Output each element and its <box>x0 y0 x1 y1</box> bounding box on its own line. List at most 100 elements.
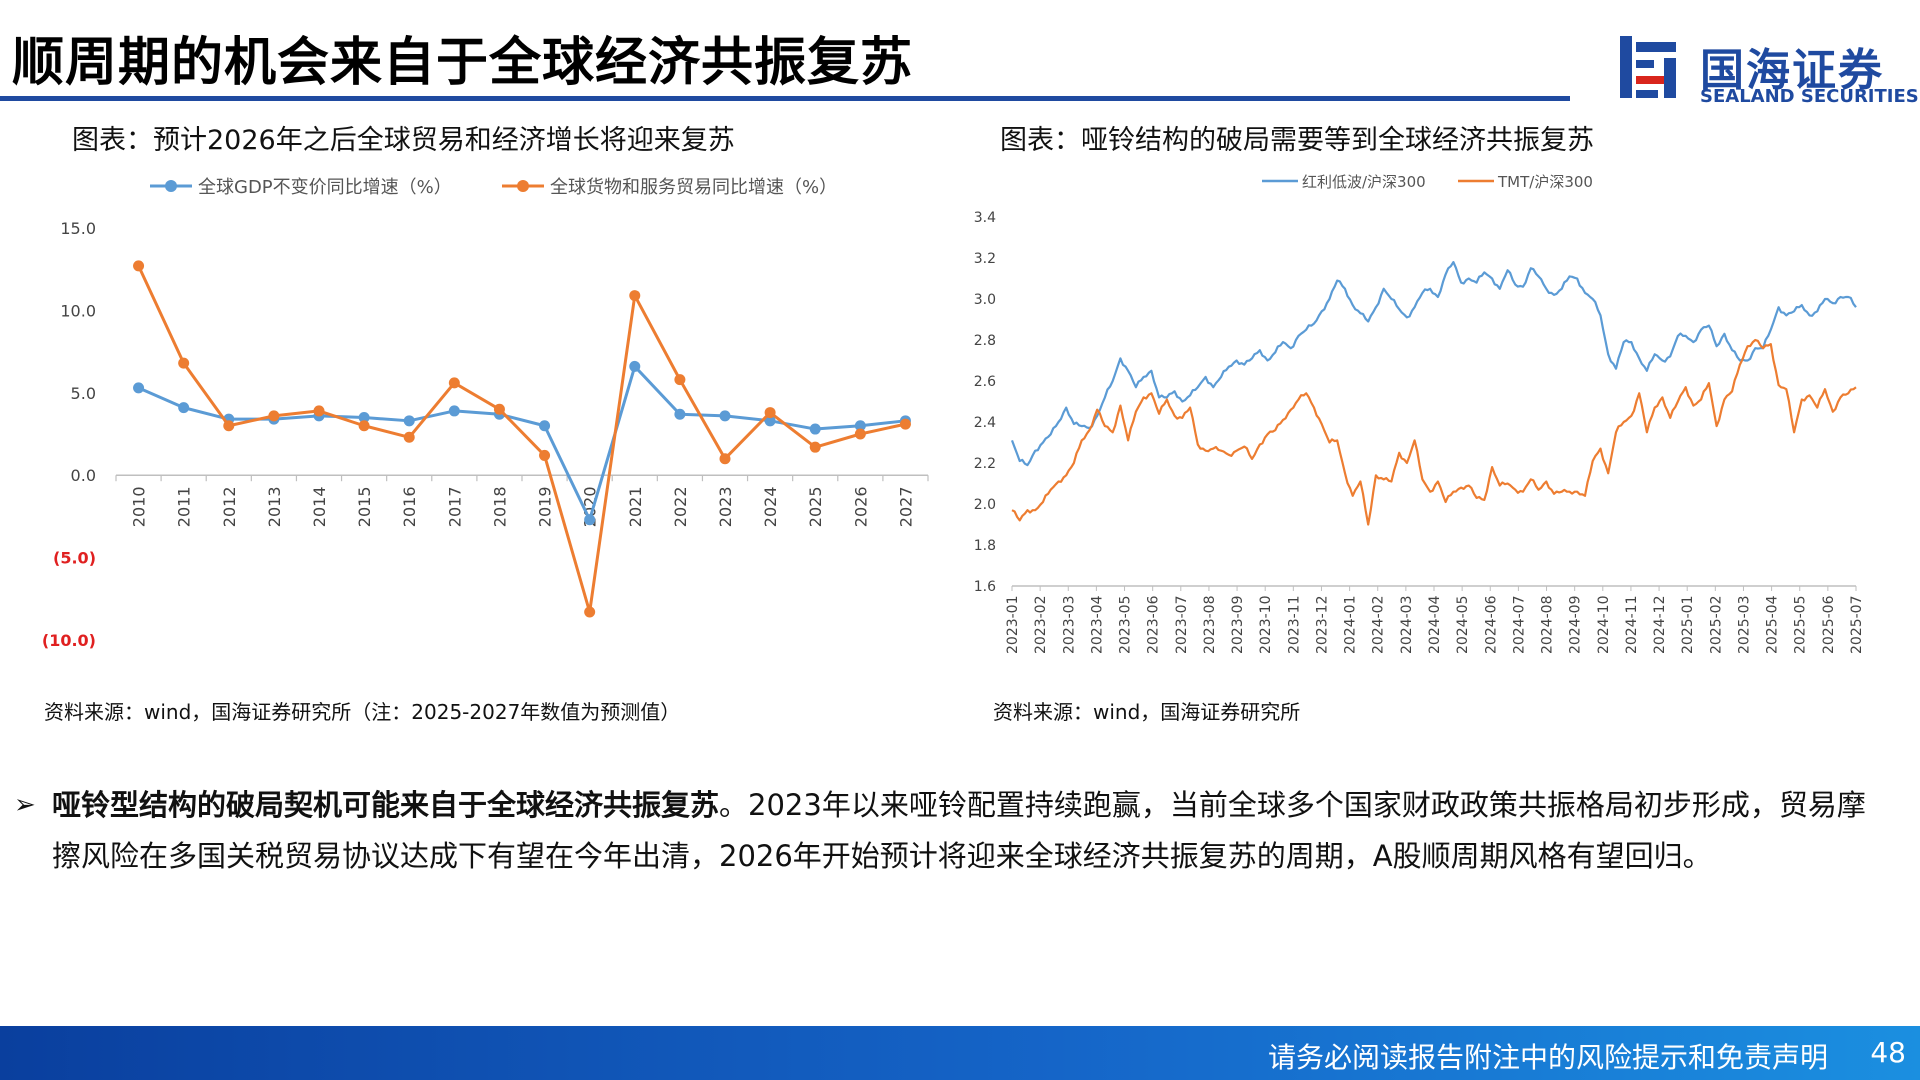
y-tick-label: 0.0 <box>71 466 96 485</box>
series-line-0 <box>137 364 906 522</box>
y-tick-label: (10.0) <box>42 631 96 650</box>
right-chart-source: 资料来源：wind，国海证券研究所 <box>993 700 1301 724</box>
x-tick-label: 2011 <box>175 486 194 527</box>
x-tick-label: 2024-01 <box>1343 596 1359 655</box>
x-tick-label: 2019 <box>536 486 555 527</box>
legend-label-0: 红利低波/沪深300 <box>1302 173 1426 191</box>
x-tick-label: 2024-02 <box>1371 596 1387 655</box>
legend-label-0: 全球GDP不变价同比增速（%） <box>198 177 452 198</box>
dumbbell-ratio-chart: 红利低波/沪深300 TMT/沪深300 3.4 3.2 3.0 2.8 2.6 2.4 2.2… <box>974 173 1865 655</box>
x-tick-label: 2023-10 <box>1258 596 1274 655</box>
y-tick-label: 1.6 <box>974 579 996 595</box>
x-tick-label: 2023-01 <box>1005 596 1021 655</box>
bullet-body-text: 。2023年以来哑铃配置持续跑赢，当前全球多个国家财政政策共振格局初步形成，贸易… <box>52 788 1866 873</box>
series-line-1 <box>1011 338 1857 526</box>
x-tick-label: 2025-04 <box>1765 595 1781 654</box>
x-tick-label: 2025-06 <box>1821 595 1837 654</box>
data-point-1 <box>539 449 551 461</box>
data-point-1 <box>899 418 911 430</box>
page-title: 顺周期的机会来自于全球经济共振复苏 <box>12 33 914 93</box>
y-tick-label: 3.0 <box>974 292 996 308</box>
x-tick-label: 2018 <box>490 486 509 527</box>
data-point-0 <box>674 408 686 420</box>
x-tick-label: 2024-08 <box>1540 596 1556 655</box>
x-tick-label: 2021 <box>626 486 645 527</box>
data-point-1 <box>854 428 866 440</box>
data-point-1 <box>358 420 370 432</box>
data-point-1 <box>674 374 686 386</box>
x-tick-label: 2024-03 <box>1399 596 1415 655</box>
y-tick-label: 15.0 <box>60 219 96 238</box>
x-tick-label: 2024-11 <box>1624 596 1640 655</box>
y-tick-label: 2.8 <box>974 333 996 349</box>
data-point-0 <box>854 420 866 432</box>
page-number: 48 <box>1870 1036 1906 1069</box>
x-tick-label: 2025-07 <box>1849 596 1865 655</box>
series-line-0 <box>1010 260 1857 467</box>
x-tick-label: 2023-07 <box>1174 596 1190 655</box>
data-point-0 <box>629 360 641 372</box>
right-chart-caption: 图表：哑铃结构的破局需要等到全球经济共振复苏 <box>1000 125 1594 156</box>
data-point-0 <box>178 402 190 414</box>
x-tick-label: 2023-02 <box>1033 596 1049 655</box>
footer-bar: 请务必阅读报告附注中的风险提示和免责声明 48 <box>0 1026 1920 1080</box>
x-tick-label: 2025-05 <box>1793 596 1809 655</box>
x-tick-label: 2024-05 <box>1455 596 1471 655</box>
data-point-0 <box>809 423 821 435</box>
data-point-0 <box>584 514 596 526</box>
data-point-0 <box>448 405 460 417</box>
x-tick-label: 2014 <box>310 486 329 527</box>
x-tick-label: 2027 <box>896 486 915 527</box>
y-tick-label: 2.6 <box>974 374 996 390</box>
x-tick-label: 2024-07 <box>1511 596 1527 655</box>
x-tick-label: 2023-05 <box>1118 596 1134 655</box>
x-tick-label: 2025-01 <box>1680 596 1696 655</box>
y-tick-label: (5.0) <box>53 549 96 568</box>
x-tick-label: 2010 <box>130 486 149 527</box>
x-tick-label: 2023-11 <box>1286 596 1302 655</box>
legend-label-1: 全球货物和服务贸易同比增速（%） <box>550 177 837 198</box>
data-point-1 <box>268 410 280 422</box>
data-point-1 <box>133 260 145 272</box>
data-point-0 <box>403 415 415 427</box>
logo-name: 国海证券 <box>1700 45 1884 96</box>
legend-marker-0 <box>165 180 177 192</box>
x-tick-label: 2012 <box>220 486 239 527</box>
bullet-paragraph: ➢ 哑铃型结构的破局契机可能来自于全球经济共振复苏。2023年以来哑铃配置持续跑… <box>14 780 1894 882</box>
y-tick-label: 2.4 <box>974 415 996 431</box>
y-tick-label: 3.4 <box>974 210 996 226</box>
bullet-arrow-icon: ➢ <box>14 790 36 820</box>
data-point-1 <box>448 377 460 389</box>
data-point-1 <box>629 290 641 302</box>
data-point-1 <box>313 405 325 417</box>
series-line-1 <box>137 265 906 614</box>
x-tick-label: 2013 <box>265 486 284 527</box>
data-point-0 <box>358 412 370 424</box>
data-point-1 <box>719 453 731 465</box>
data-point-0 <box>133 382 145 394</box>
data-point-0 <box>719 410 731 422</box>
data-point-1 <box>223 420 235 432</box>
footer-disclaimer: 请务必阅读报告附注中的风险提示和免责声明 <box>1267 1041 1828 1074</box>
bullet-text: 哑铃型结构的破局契机可能来自于全球经济共振复苏。2023年以来哑铃配置持续跑赢，… <box>52 780 1894 882</box>
y-tick-label: 10.0 <box>60 301 96 320</box>
logo-mark-icon <box>1620 36 1676 98</box>
logo-subtitle: SEALAND SECURITIES <box>1700 86 1919 107</box>
x-tick-label: 2023 <box>716 486 735 527</box>
x-tick-label: 2023-08 <box>1202 596 1218 655</box>
data-point-1 <box>403 431 415 443</box>
company-logo: 国海证券 SEALAND SECURITIES <box>1612 30 1919 110</box>
x-tick-label: 2015 <box>355 486 374 527</box>
y-tick-label: 2.2 <box>974 456 996 472</box>
x-tick-label: 2023-06 <box>1146 595 1162 654</box>
x-tick-label: 2022 <box>671 486 690 527</box>
x-tick-label: 2024-10 <box>1596 596 1612 655</box>
data-point-0 <box>764 415 776 427</box>
x-tick-label: 2024-06 <box>1483 595 1499 654</box>
x-tick-label: 2023-03 <box>1061 596 1077 655</box>
legend-marker-1 <box>517 180 529 192</box>
left-chart-caption: 图表：预计2026年之后全球贸易和经济增长将迎来复苏 <box>72 125 735 156</box>
x-tick-label: 2023-09 <box>1230 596 1246 655</box>
data-point-1 <box>493 403 505 415</box>
data-point-1 <box>178 357 190 369</box>
